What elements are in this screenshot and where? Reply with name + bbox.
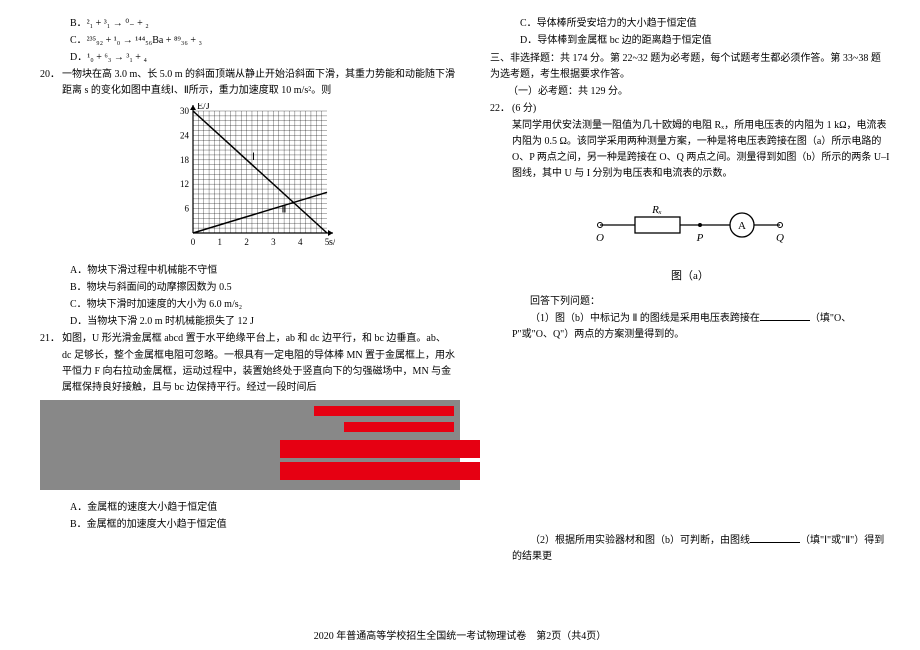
q20-d: D．当物块下滑 2.0 m 时机械能损失了 12 J [62,314,460,330]
svg-text:18: 18 [180,155,190,165]
q21-t1: 如图，U 形光滑金属框 abcd 置于水平绝缘平台上，ab 和 dc 边平行，和… [62,333,446,344]
q20: 20．一物块在高 3.0 m、长 5.0 m 的斜面顶端从静止开始沿斜面下滑，其… [40,67,460,99]
q22-num: 22． [490,101,512,117]
circuit-caption: 图（a） [490,268,890,286]
circuit-svg: Rₓ A O P Q [590,190,790,260]
svg-text:30: 30 [180,106,190,116]
blank-2[interactable] [750,533,800,543]
page: B．²₁ + ³₁ → ⁰₋ + ₂ C．²³⁵₉₂ + ¹₀ → ¹⁴⁴₅₆B… [0,0,920,566]
svg-text:3: 3 [271,237,276,247]
q21-b: B．金属框的加速度大小趋于恒定值 [62,517,460,533]
q20-stem: 20．一物块在高 3.0 m、长 5.0 m 的斜面顶端从静止开始沿斜面下滑，其… [62,67,460,99]
q22-2: （2）根据所用实验器材和图（b）可判断，由图线（填"Ⅰ"或"Ⅱ"）得到的结果更 [512,533,890,565]
q20-b: B．物块与斜面间的动摩擦因数为 0.5 [62,280,460,296]
redacted-figure [40,400,460,490]
q21-c: C．导体棒所受安培力的大小趋于恒定值 [512,16,890,32]
red-bar-3 [280,440,480,458]
svg-text:Ⅰ: Ⅰ [252,152,255,163]
svg-text:s/m: s/m [329,237,335,248]
q20-options: A．物块下滑过程中机械能不守恒 B．物块与斜面间的动摩擦因数为 0.5 C．物块… [40,263,460,330]
svg-text:Q: Q [776,232,784,244]
svg-text:24: 24 [180,130,190,140]
q21-options-ab: A．金属框的速度大小趋于恒定值 B．金属框的加速度大小趋于恒定值 [40,500,460,533]
q22-head: 22．(6 分) [512,101,890,117]
q21: 21．如图，U 形光滑金属框 abcd 置于水平绝缘平台上，ab 和 dc 边平… [40,331,460,396]
q22-text1: 某同学用伏安法测量一阻值为几十欧姆的电阻 Rₓ，所用电压表的内阻为 1 kΩ，电… [512,118,890,182]
q21-options-cd: C．导体棒所受安培力的大小趋于恒定值 D．导体棒到金属框 bc 边的距离趋于恒定… [490,16,890,49]
q22-answers: 回答下列问题： （1）图（b）中标记为 Ⅱ 的图线是采用电压表跨接在（填"O、P… [490,294,890,565]
opt-d: D．¹₀ + ⁶₃ → ³₁ + ₄ [62,50,460,66]
q21-stem1: 21．如图，U 形光滑金属框 abcd 置于水平绝缘平台上，ab 和 dc 边平… [62,331,460,347]
right-column: C．导体棒所受安培力的大小趋于恒定值 D．导体棒到金属框 bc 边的距离趋于恒定… [490,15,890,566]
circuit-diagram: Rₓ A O P Q 图（a） [490,190,890,286]
opt-b: B．²₁ + ³₁ → ⁰₋ + ₂ [62,16,460,32]
page-footer: 2020 年普通高等学校招生全国统一考试物理试卷 第2页（共4页） [0,627,920,642]
q19-options-tail: B．²₁ + ³₁ → ⁰₋ + ₂ C．²³⁵₉₂ + ¹₀ → ¹⁴⁴₅₆B… [40,16,460,66]
q22-1a: （1）图（b）中标记为 Ⅱ 的图线是采用电压表跨接在 [530,313,760,324]
svg-text:O: O [596,232,604,244]
q22-pts: (6 分) [512,103,536,114]
q20-c: C．物块下滑时加速度的大小为 6.0 m/s₂ [62,297,460,313]
opt-c: C．²³⁵₉₂ + ¹₀ → ¹⁴⁴₅₆Ba + ⁸⁹₃₆ + ₃ [62,33,460,49]
q22: 22．(6 分) 某同学用伏安法测量一阻值为几十欧姆的电阻 Rₓ，所用电压表的内… [490,101,890,182]
svg-text:A: A [738,220,746,232]
svg-text:2: 2 [244,237,249,247]
q20-text: 一物块在高 3.0 m、长 5.0 m 的斜面顶端从静止开始沿斜面下滑，其重力势… [62,69,455,96]
svg-text:E/J: E/J [197,103,210,112]
svg-text:4: 4 [298,237,303,247]
red-bar-2 [344,422,454,432]
q22-2a: （2）根据所用实验器材和图（b）可判断，由图线 [530,535,750,546]
svg-text:12: 12 [180,179,189,189]
section-3-1: （一）必考题：共 129 分。 [490,84,890,100]
q21-stem2: dc 足够长，整个金属框电阻可忽略。一根具有一定电阻的导体棒 MN 置于金属框上… [62,348,460,396]
red-bar-1 [314,406,454,416]
svg-text:0: 0 [191,237,196,247]
blank-1[interactable] [760,311,810,321]
svg-text:Ⅱ: Ⅱ [281,205,286,216]
red-bar-4 [280,462,480,480]
q20-a: A．物块下滑过程中机械能不守恒 [62,263,460,279]
left-column: B．²₁ + ³₁ → ⁰₋ + ₂ C．²³⁵₉₂ + ¹₀ → ¹⁴⁴₅₆B… [40,15,460,566]
q21-a: A．金属框的速度大小趋于恒定值 [62,500,460,516]
answer-label: 回答下列问题： [512,294,890,310]
chart-svg: 012345612182430E/Js/mⅠⅡ [165,103,335,253]
energy-chart: 012345612182430E/Js/mⅠⅡ [40,103,460,259]
svg-text:6: 6 [185,204,190,214]
svg-text:1: 1 [218,237,223,247]
svg-text:P: P [696,232,704,244]
q20-num: 20． [40,67,62,83]
q22-1: （1）图（b）中标记为 Ⅱ 的图线是采用电压表跨接在（填"O、P"或"O、Q"）… [512,311,890,343]
q21-d: D．导体棒到金属框 bc 边的距离趋于恒定值 [512,33,890,49]
svg-text:Rₓ: Rₓ [651,204,662,216]
q21-num: 21． [40,331,62,347]
section-3: 三、非选择题：共 174 分。第 22~32 题为必考题，每个试题考生都必须作答… [490,51,890,83]
